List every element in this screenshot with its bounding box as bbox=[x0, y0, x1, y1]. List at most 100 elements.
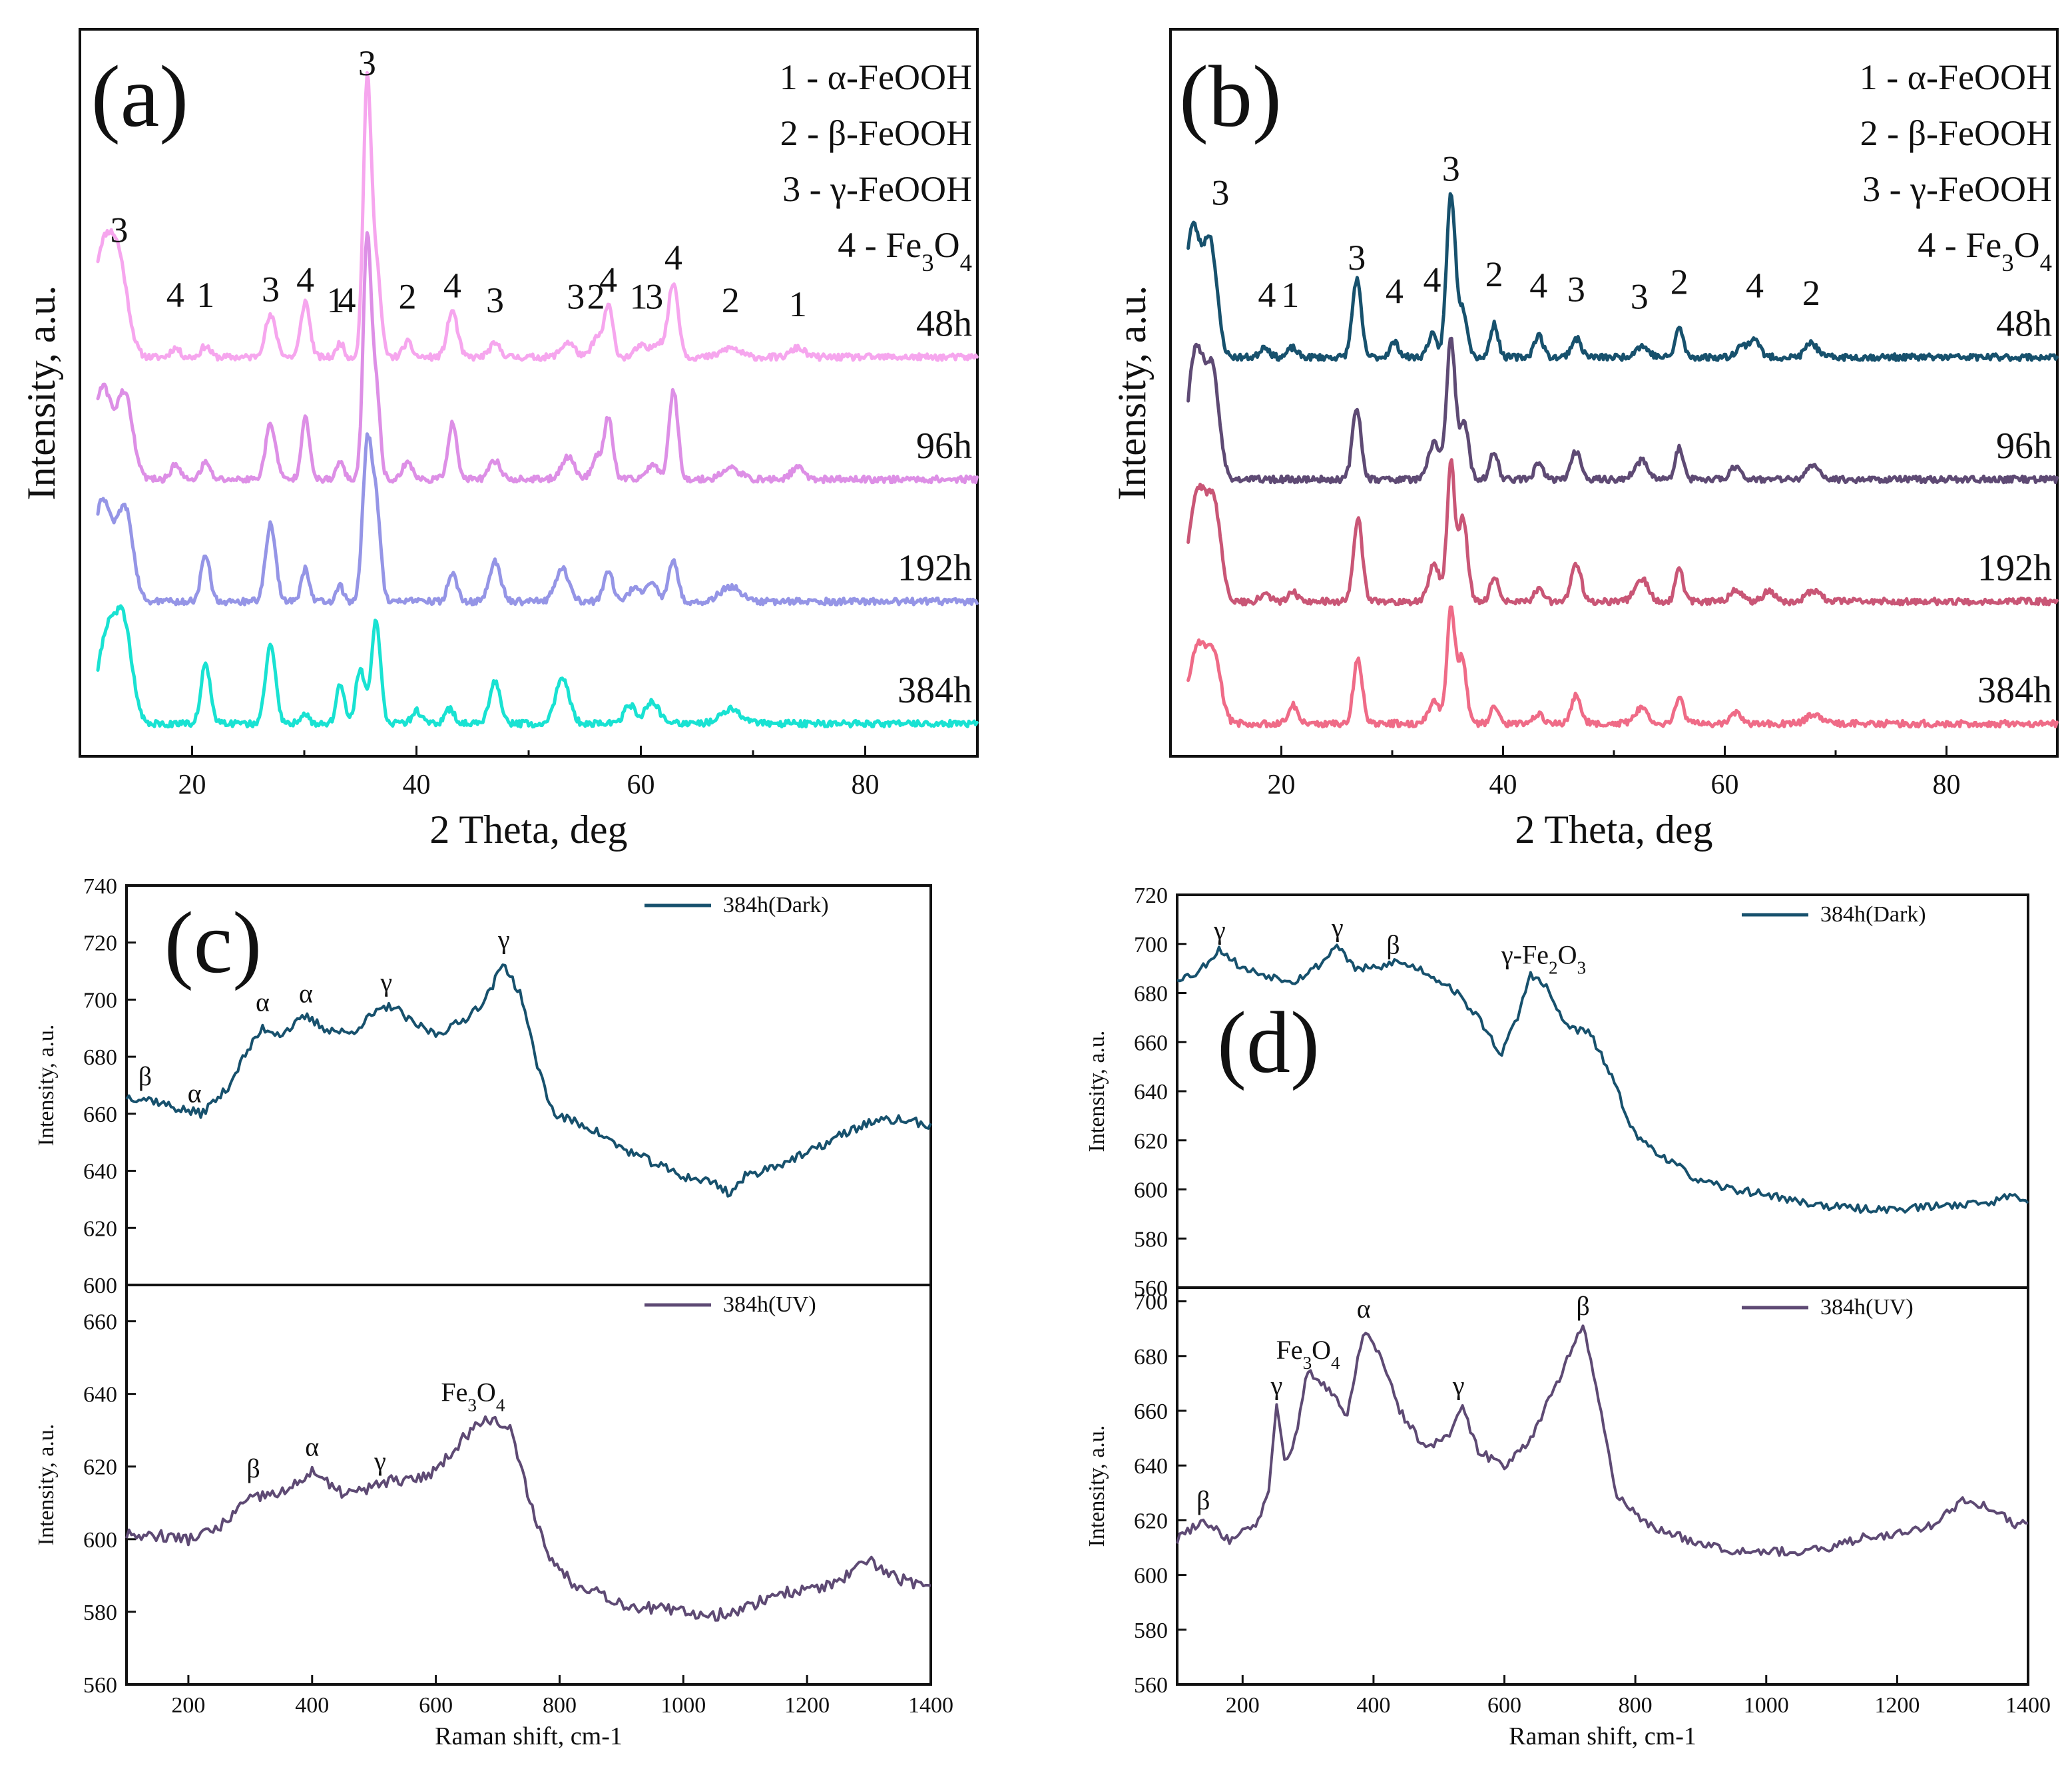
y-tick-label: 580 bbox=[83, 1601, 117, 1625]
series-label-384h: 384h bbox=[898, 670, 972, 711]
peak-annotation: 2 bbox=[399, 277, 417, 317]
peak-annotation: 4 bbox=[338, 280, 356, 320]
peak-annotation: 4 bbox=[166, 275, 184, 315]
legend-entry: 3 - γ-FeOOH bbox=[782, 169, 972, 209]
legend-entry: 4 - Fe3O4 bbox=[1918, 225, 2052, 276]
series-line-192h bbox=[96, 432, 979, 607]
series-label-192h: 192h bbox=[1977, 547, 2052, 589]
y-tick-label: 600 bbox=[1134, 1178, 1168, 1203]
x-tick-label: 40 bbox=[403, 770, 431, 800]
peak-annotation: 3 bbox=[567, 277, 585, 317]
y-tick-label: 680 bbox=[1134, 1345, 1168, 1370]
x-tick-label: 1000 bbox=[1744, 1693, 1789, 1718]
y-tick-label: 600 bbox=[83, 1528, 117, 1553]
legend-entry: 1 - α-FeOOH bbox=[780, 57, 972, 97]
peak-annotation: γ bbox=[1452, 1370, 1465, 1400]
legend-entry: 1 - α-FeOOH bbox=[1860, 57, 2052, 97]
series-label-96h: 96h bbox=[1996, 425, 2052, 467]
y-tick-label: 620 bbox=[83, 1455, 117, 1480]
y-tick-label: 600 bbox=[1134, 1564, 1168, 1589]
plot-frame bbox=[1176, 893, 2029, 1686]
y-tick-label: 620 bbox=[1134, 1509, 1168, 1533]
peak-annotation: α bbox=[256, 987, 270, 1017]
series-line-96h bbox=[96, 231, 979, 485]
x-tick-label: 60 bbox=[1711, 770, 1739, 800]
peak-annotation: γ bbox=[1213, 915, 1226, 945]
peak-annotation: α bbox=[188, 1079, 202, 1109]
peak-annotation: 4 bbox=[1529, 266, 1547, 306]
x-tick-label: 400 bbox=[1356, 1693, 1390, 1718]
peak-annotation: 1 bbox=[789, 284, 807, 324]
y-tick-label: 640 bbox=[1134, 1454, 1168, 1479]
series-line-384h(UV) bbox=[125, 1415, 931, 1622]
peak-annotation: 1 bbox=[630, 277, 648, 317]
peak-annotation: 2 bbox=[1671, 262, 1688, 302]
x-tick-label: 1200 bbox=[784, 1693, 830, 1718]
peak-annotation: 3 bbox=[110, 210, 128, 250]
legend-entry: 384h(Dark) bbox=[1820, 902, 1926, 927]
y-tick-label: 740 bbox=[83, 874, 117, 899]
panel-label: (a) bbox=[91, 47, 189, 145]
peak-annotation: 4 bbox=[1258, 275, 1276, 315]
y-axis-label: Intensity, a.u. bbox=[19, 286, 63, 501]
y-axis-label: Intensity, a.u. bbox=[34, 1424, 59, 1546]
peak-annotation: γ bbox=[497, 924, 510, 954]
x-tick-label: 80 bbox=[1933, 770, 1961, 800]
y-tick-label: 680 bbox=[83, 1045, 117, 1070]
y-tick-label: 640 bbox=[1134, 1080, 1168, 1105]
x-tick-label: 800 bbox=[1619, 1693, 1653, 1718]
y-tick-label: 620 bbox=[83, 1216, 117, 1241]
x-tick-label: 600 bbox=[1487, 1693, 1521, 1718]
series-line-384h(UV) bbox=[1176, 1324, 2029, 1557]
series-label-96h: 96h bbox=[916, 425, 972, 467]
y-tick-label: 640 bbox=[83, 1160, 117, 1184]
x-tick-label: 40 bbox=[1489, 770, 1517, 800]
y-tick-label: 700 bbox=[1134, 1290, 1168, 1315]
peak-annotation: α bbox=[305, 1431, 319, 1461]
x-axis-label: 2 Theta, deg bbox=[429, 808, 627, 852]
peak-annotation: 3 bbox=[1442, 149, 1460, 189]
series-line-384h(Dark) bbox=[1176, 943, 2029, 1214]
legend-entry: 3 - γ-FeOOH bbox=[1862, 169, 2052, 209]
peak-annotation: 3 bbox=[358, 43, 376, 83]
y-tick-label: 640 bbox=[83, 1383, 117, 1407]
panel-label: (b) bbox=[1179, 47, 1282, 145]
peak-annotation: γ bbox=[1270, 1370, 1283, 1400]
peak-annotation: 4 bbox=[599, 260, 617, 300]
x-tick-label: 80 bbox=[852, 770, 880, 800]
y-tick-label: 580 bbox=[1134, 1619, 1168, 1643]
peak-annotation: 4 bbox=[296, 260, 314, 300]
y-tick-label: 620 bbox=[1134, 1129, 1168, 1154]
series-line-384h bbox=[1186, 605, 2059, 729]
series-line-384h(Dark) bbox=[125, 963, 932, 1198]
x-tick-label: 20 bbox=[1268, 770, 1296, 800]
peak-annotation: β bbox=[138, 1061, 152, 1091]
panel-label: (d) bbox=[1217, 993, 1320, 1091]
peak-annotation: β bbox=[1196, 1485, 1210, 1515]
peak-annotation: 2 bbox=[587, 277, 605, 317]
y-tick-label: 580 bbox=[1134, 1227, 1168, 1252]
x-tick-label: 200 bbox=[1226, 1693, 1260, 1718]
x-tick-label: 1000 bbox=[660, 1693, 706, 1718]
y-tick-label: 660 bbox=[1134, 1031, 1168, 1055]
peak-annotation: 3 bbox=[645, 277, 663, 317]
x-tick-label: 400 bbox=[295, 1693, 329, 1718]
series-line-48h bbox=[96, 71, 979, 362]
peak-annotation: 4 bbox=[1746, 266, 1764, 306]
peak-annotation: 3 bbox=[1348, 238, 1366, 278]
peak-annotation: 1 bbox=[196, 275, 214, 315]
series-label-192h: 192h bbox=[898, 547, 972, 589]
x-tick-label: 1400 bbox=[2005, 1693, 2051, 1718]
y-tick-label: 700 bbox=[83, 988, 117, 1013]
x-tick-label: 800 bbox=[543, 1693, 577, 1718]
x-axis-label: 2 Theta, deg bbox=[1515, 808, 1712, 852]
x-tick-label: 600 bbox=[419, 1693, 453, 1718]
peak-annotation: 3 bbox=[486, 280, 504, 320]
y-tick-label: 660 bbox=[1134, 1399, 1168, 1424]
peak-annotation: 3 bbox=[1631, 277, 1649, 317]
y-tick-label: 720 bbox=[83, 931, 117, 956]
peak-annotation: 4 bbox=[664, 238, 682, 278]
series-line-48h bbox=[1186, 192, 2059, 362]
